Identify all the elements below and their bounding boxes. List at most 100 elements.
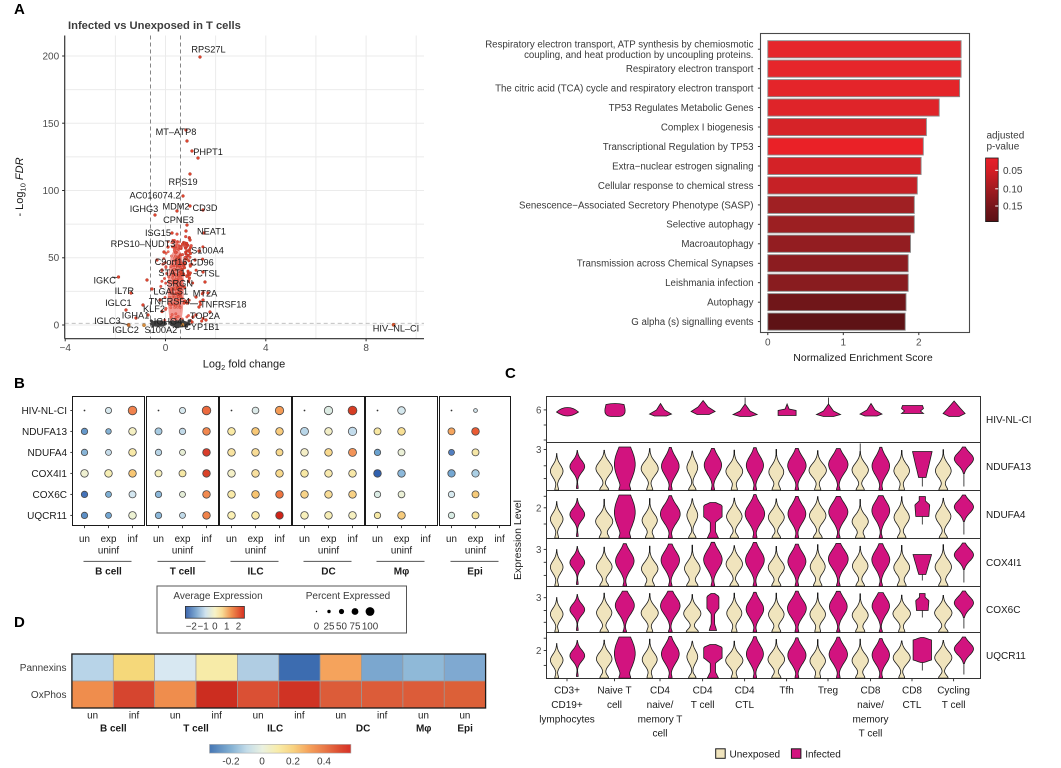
svg-text:Infected: Infected: [805, 749, 841, 760]
svg-text:Average Expression: Average Expression: [173, 591, 262, 602]
svg-text:CD4: CD4: [650, 686, 670, 697]
svg-text:MT–ATP8: MT–ATP8: [156, 127, 197, 137]
svg-text:HIV-NL-CI: HIV-NL-CI: [21, 406, 67, 417]
svg-text:S100A2: S100A2: [145, 325, 178, 335]
svg-text:Pannexins: Pannexins: [20, 663, 67, 674]
svg-text:- Log10 FDR: - Log10 FDR: [14, 157, 28, 216]
svg-text:Macroautophagy: Macroautophagy: [681, 239, 753, 250]
svg-text:CTL: CTL: [735, 700, 754, 711]
svg-text:CD8: CD8: [902, 686, 922, 697]
svg-text:Expression Level: Expression Level: [512, 500, 524, 580]
svg-text:un: un: [372, 534, 383, 545]
svg-text:un: un: [79, 534, 90, 545]
svg-text:B cell: B cell: [100, 724, 127, 735]
svg-text:NEAT1: NEAT1: [197, 227, 226, 237]
svg-text:Naive T: Naive T: [597, 686, 631, 697]
svg-text:IGLC3: IGLC3: [94, 316, 121, 326]
svg-text:2: 2: [236, 622, 241, 633]
svg-text:un: un: [87, 711, 98, 722]
svg-text:150: 150: [43, 119, 60, 130]
svg-text:2: 2: [916, 338, 922, 349]
svg-text:CD3+: CD3+: [554, 686, 580, 697]
svg-text:S100A4: S100A4: [191, 246, 224, 256]
svg-text:Autophagy: Autophagy: [707, 298, 753, 309]
svg-text:3: 3: [536, 545, 542, 556]
svg-text:exp: exp: [321, 534, 337, 545]
svg-text:UQCR11: UQCR11: [986, 651, 1026, 662]
svg-text:6: 6: [536, 405, 542, 416]
svg-text:Mφ: Mφ: [416, 724, 431, 735]
svg-text:IGLC1: IGLC1: [105, 298, 132, 308]
svg-text:Senescence−Associated Secretor: Senescence−Associated Secretory Phenotyp…: [519, 200, 754, 211]
svg-text:C9orf16: C9orf16: [155, 257, 188, 267]
svg-text:0.05: 0.05: [1003, 166, 1023, 177]
svg-text:B cell: B cell: [95, 567, 122, 578]
svg-text:−2: −2: [186, 622, 197, 633]
svg-text:IGKC: IGKC: [93, 276, 116, 286]
svg-text:0.10: 0.10: [1003, 184, 1023, 195]
svg-text:100: 100: [43, 186, 60, 197]
svg-text:inf: inf: [294, 711, 305, 722]
svg-text:RPS10–NUDT3: RPS10–NUDT3: [111, 239, 176, 249]
svg-text:memory T: memory T: [638, 714, 683, 725]
svg-text:COX6C: COX6C: [986, 605, 1020, 616]
svg-text:CYP1B1: CYP1B1: [184, 322, 219, 332]
svg-text:TNFRSF4: TNFRSF4: [149, 297, 190, 307]
svg-text:IGLC2: IGLC2: [112, 325, 139, 335]
svg-text:75: 75: [350, 622, 361, 633]
svg-text:4: 4: [263, 343, 269, 354]
svg-text:CD19+: CD19+: [551, 700, 583, 711]
svg-text:memory: memory: [852, 714, 888, 725]
svg-text:0.2: 0.2: [286, 757, 300, 768]
svg-text:HIV-NL-CI: HIV-NL-CI: [986, 415, 1032, 426]
svg-text:inf: inf: [201, 534, 212, 545]
svg-text:lymphocytes: lymphocytes: [539, 714, 595, 725]
svg-text:CD4: CD4: [693, 686, 713, 697]
svg-text:inf: inf: [420, 534, 431, 545]
svg-text:Tfh: Tfh: [779, 686, 793, 697]
svg-text:TOP2A: TOP2A: [190, 311, 221, 321]
svg-text:0: 0: [163, 343, 169, 354]
svg-text:Log2 fold change: Log2 fold change: [203, 359, 285, 373]
svg-text:IGHA1: IGHA1: [122, 311, 150, 321]
svg-text:exp: exp: [394, 534, 410, 545]
svg-text:3: 3: [536, 445, 542, 456]
svg-text:inf: inf: [274, 534, 285, 545]
svg-text:naive/: naive/: [857, 700, 884, 711]
svg-text:NDUFA4: NDUFA4: [28, 448, 68, 459]
svg-text:C: C: [505, 365, 516, 382]
svg-text:CD8: CD8: [860, 686, 880, 697]
svg-text:un: un: [153, 534, 164, 545]
svg-text:AC016074.2: AC016074.2: [129, 191, 180, 201]
svg-text:IL7R: IL7R: [115, 286, 135, 296]
svg-text:0: 0: [259, 757, 265, 768]
svg-text:B: B: [14, 375, 25, 392]
svg-text:-0.2: -0.2: [222, 757, 240, 768]
svg-text:DC: DC: [356, 724, 370, 735]
svg-text:un: un: [170, 711, 181, 722]
svg-text:naive/: naive/: [647, 700, 674, 711]
svg-text:inf: inf: [347, 534, 358, 545]
svg-text:MDM2: MDM2: [162, 202, 189, 212]
svg-text:−4: −4: [59, 343, 71, 354]
svg-text:T cell: T cell: [170, 567, 196, 578]
svg-text:ILC: ILC: [267, 724, 283, 735]
svg-text:exp: exp: [468, 534, 484, 545]
svg-text:0.4: 0.4: [317, 757, 331, 768]
svg-text:CD96: CD96: [190, 258, 214, 268]
svg-text:cell: cell: [607, 700, 622, 711]
svg-text:un: un: [226, 534, 237, 545]
svg-text:SRGN: SRGN: [166, 279, 193, 289]
svg-text:adjusted: adjusted: [987, 131, 1025, 142]
svg-text:Cellular response to chemical: Cellular response to chemical stress: [598, 181, 754, 192]
svg-text:uninf: uninf: [465, 546, 487, 557]
svg-text:LGALS1: LGALS1: [153, 287, 188, 297]
svg-text:50: 50: [48, 253, 60, 264]
svg-text:Epi: Epi: [467, 567, 483, 578]
svg-text:uninf: uninf: [245, 546, 267, 557]
svg-text:T cell: T cell: [942, 700, 966, 711]
svg-text:Transmission across Chemical S: Transmission across Chemical Synapses: [577, 259, 754, 270]
svg-text:Normalized Enrichment Score: Normalized Enrichment Score: [793, 352, 933, 364]
svg-text:inf: inf: [494, 534, 505, 545]
svg-text:exp: exp: [248, 534, 264, 545]
